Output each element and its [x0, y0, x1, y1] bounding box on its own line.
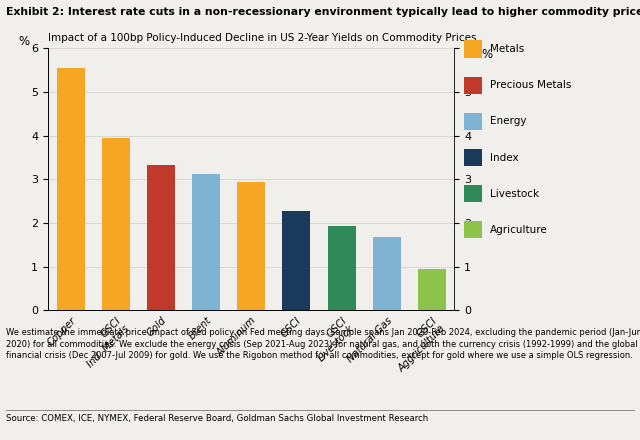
- Text: Exhibit 2: Interest rate cuts in a non-recessionary environment typically lead t: Exhibit 2: Interest rate cuts in a non-r…: [6, 7, 640, 17]
- Text: Metals: Metals: [490, 44, 524, 54]
- Bar: [237, 182, 265, 310]
- Bar: [418, 269, 446, 310]
- Text: Livestock: Livestock: [490, 189, 539, 198]
- Bar: [56, 68, 84, 310]
- Bar: [102, 138, 130, 310]
- Text: Source: COMEX, ICE, NYMEX, Federal Reserve Board, Goldman Sachs Global Investmen: Source: COMEX, ICE, NYMEX, Federal Reser…: [6, 414, 429, 422]
- Text: Energy: Energy: [490, 117, 526, 126]
- Bar: [372, 237, 401, 310]
- Text: Agriculture: Agriculture: [490, 225, 547, 235]
- Text: Index: Index: [490, 153, 518, 162]
- Y-axis label: %: %: [481, 48, 492, 62]
- Y-axis label: %: %: [18, 35, 29, 48]
- Bar: [192, 174, 220, 310]
- Text: Precious Metals: Precious Metals: [490, 81, 571, 90]
- Text: We estimate the immediate price impact of Fed policy on Fed meeting days. Sample: We estimate the immediate price impact o…: [6, 328, 640, 360]
- Bar: [147, 165, 175, 310]
- Bar: [282, 211, 310, 310]
- Text: Impact of a 100bp Policy-Induced Decline in US 2-Year Yields on Commodity Prices: Impact of a 100bp Policy-Induced Decline…: [48, 33, 477, 43]
- Bar: [328, 226, 355, 310]
